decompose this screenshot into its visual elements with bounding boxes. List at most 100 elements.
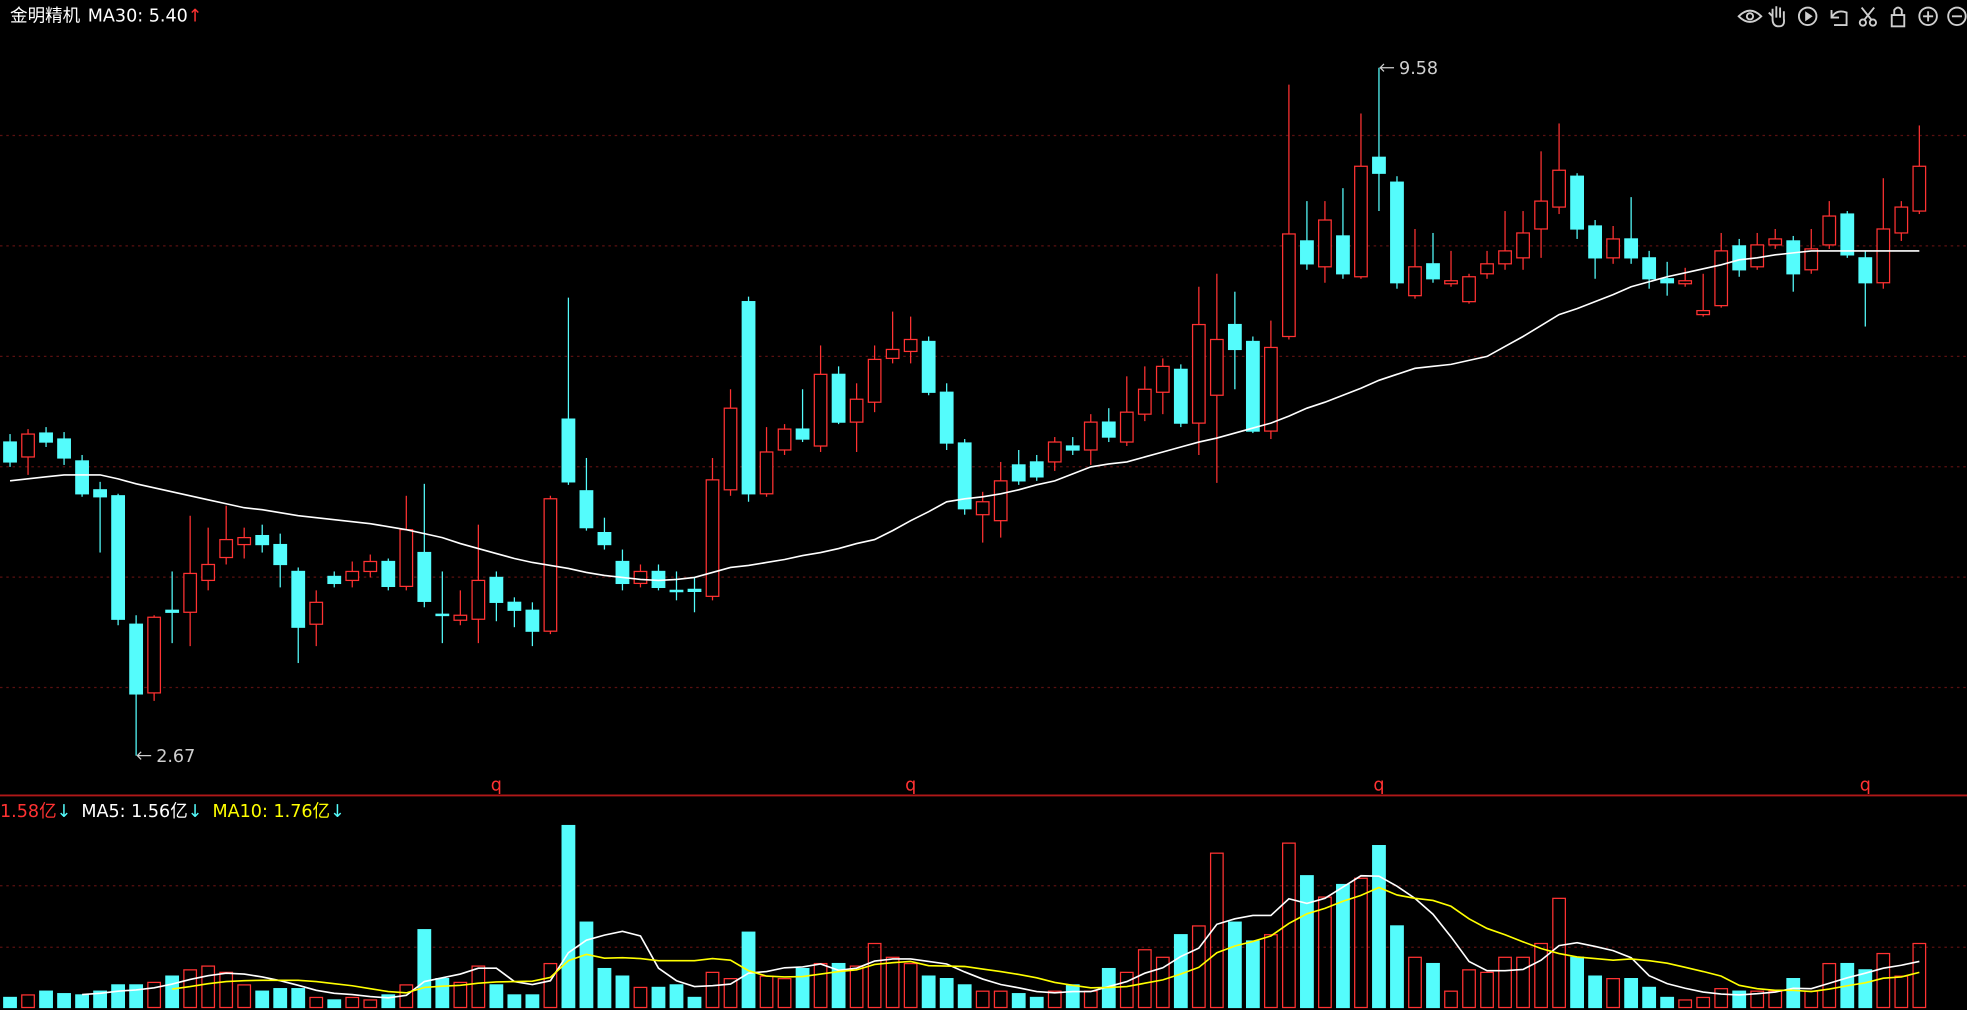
volume-bar [219,971,234,1009]
candle-body [1390,181,1404,284]
candle-body [1173,368,1188,424]
volume-bar [363,999,378,1009]
volume-bar [327,999,342,1009]
candle-body [849,398,864,423]
candle-body [1570,175,1584,230]
volume-bar [723,978,738,1009]
volume-bar [993,990,1008,1009]
ma-arrow: ↑ [188,6,203,26]
volume-bar [489,984,504,1009]
candle-body [1372,156,1386,174]
cut-button[interactable] [1858,6,1877,27]
volume-bar [1065,984,1080,1009]
volume-bar [1498,956,1512,1009]
candle-body [1822,215,1837,246]
candle-body [327,575,342,585]
candle-body [255,534,270,546]
volume-bar [309,996,324,1009]
volume-bar [183,969,198,1009]
ma-arrow: ↓ [188,802,203,822]
volume-bar [831,962,846,1009]
volume-bar [633,986,648,1009]
volume-bar [543,962,558,1009]
candle-body [1191,323,1206,424]
volume-bar [1191,925,1206,1009]
volume-bar [255,990,270,1009]
moving-average-line [82,874,1920,999]
volume-bar [1227,921,1242,1009]
candle-body [1263,346,1278,432]
volume-bar [1390,925,1404,1009]
annotation-arrow [1379,63,1395,72]
candle-body [1336,235,1350,275]
candle-body [1227,323,1242,351]
candle-body [1714,250,1729,307]
volume-bar [867,942,882,1009]
volume-bar [849,965,864,1009]
candle-body [57,438,71,459]
volume-bar [1624,978,1639,1009]
volume-bar [795,967,810,1009]
volume-bar [417,929,432,1009]
candle-body [1318,219,1332,268]
candle-body [813,373,828,447]
candle-body [1840,213,1855,256]
candle-body [831,373,846,423]
candle-body [921,340,936,393]
candle-body [1282,233,1296,338]
candle-body [1606,238,1621,259]
pan-button[interactable] [1768,6,1785,28]
candle-body [273,543,288,566]
candle-body [1696,309,1711,316]
undo-button[interactable] [1830,10,1848,27]
candle-body [1732,245,1747,271]
ma-arrow: ↓ [330,802,345,822]
volume-bar [1263,934,1278,1009]
volume-bar [1173,934,1188,1009]
volume-bar [705,971,720,1009]
volume-bar [3,996,17,1009]
candle-body [759,451,774,495]
plot-area: q q q q 9.58 2.67 [3,59,1927,1009]
candle-body [777,428,792,451]
volume-bar [345,996,360,1009]
view-button[interactable] [1737,9,1763,23]
candle-body [1101,421,1116,438]
candle-body [579,490,594,529]
zoom-in-button[interactable] [1918,6,1938,27]
candle-body [1119,411,1134,443]
volume-header: 1.58亿↓ MA5: 1.56亿↓ MA10: 1.76亿↓ [0,802,345,822]
candle-body [669,589,684,593]
candle-body [399,529,414,588]
candle-body [417,551,432,602]
candle-body [21,433,35,458]
volume-bar [165,975,180,1009]
volume-bar [1119,971,1134,1009]
volume-bar [579,921,594,1009]
volume-bar [201,965,216,1009]
volume-bar [1462,969,1476,1009]
candle-body [201,563,216,582]
volume-bar [93,990,107,1009]
lock-button[interactable] [1890,6,1906,28]
volume-bar [1245,940,1260,1009]
candle-body [1678,280,1693,285]
volume-bar [111,984,126,1009]
volume-bar [1678,999,1693,1009]
candle-body [903,338,918,353]
volume-arrow: ↓ [57,802,72,822]
volume-bar [471,965,486,1009]
play-button[interactable] [1797,6,1818,27]
candle-body [1137,388,1152,415]
candle-body [1804,248,1819,271]
candle-body [39,432,53,443]
candle-body [1534,200,1548,230]
candle-body [1642,257,1657,280]
candle-body [1065,445,1080,451]
candle-body [3,441,17,463]
candle-body [885,348,900,360]
volume-bar [1137,949,1152,1009]
zoom-out-button[interactable] [1947,6,1967,27]
candle-body [111,495,126,620]
volume-bar [21,994,35,1009]
